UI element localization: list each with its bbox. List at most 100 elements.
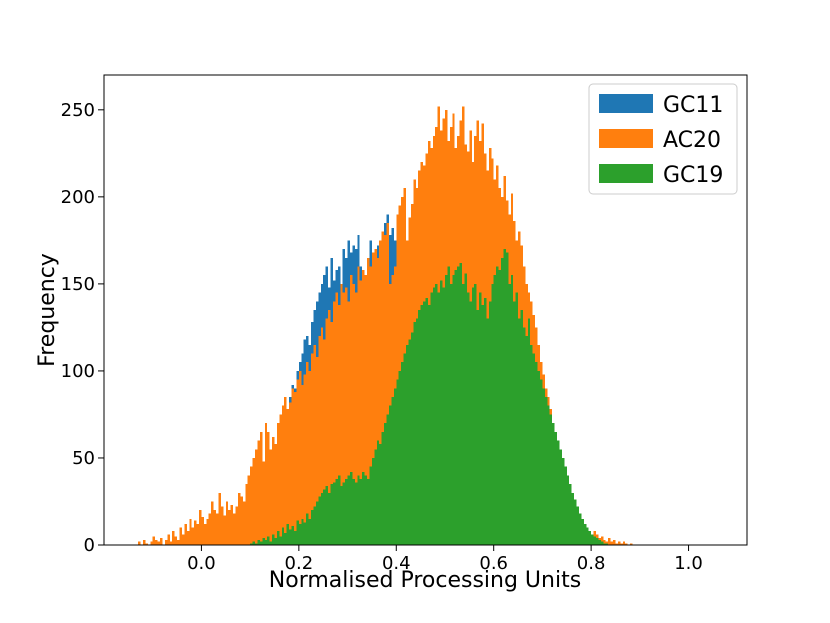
histogram-bar [386,222,389,545]
histogram-bar [284,397,287,545]
histogram-bar [447,266,450,545]
histogram-bar [379,240,382,545]
histogram-bar [354,292,358,545]
histogram-bar [347,301,350,545]
histogram-bar [245,484,248,545]
histogram-bar [379,444,382,545]
histogram-bar [291,388,294,545]
histogram-bar [240,496,243,545]
histogram-bar [474,283,477,545]
histogram-bar [503,249,506,545]
histogram-bar [293,391,297,545]
histogram-bar [384,235,387,545]
histogram-bar [610,541,614,545]
histogram-bar [479,292,482,545]
histogram-bar [340,485,343,545]
histogram-bar [274,444,277,545]
histogram-bar [252,457,256,545]
x-tick-label: 0.4 [382,553,411,574]
histogram-bar [296,379,299,545]
y-tick-label: 150 [61,274,95,295]
histogram-bar [213,510,217,545]
histogram-bar [225,501,229,545]
histogram-bar [381,231,385,546]
histogram-bar [630,543,633,545]
histogram-bar [291,525,294,545]
histogram-bar [423,301,426,545]
histogram-bar [274,538,277,545]
series-gc19 [250,249,609,545]
histogram-bar [335,478,338,545]
histogram-bar [220,506,224,545]
histogram-bar [393,388,397,545]
histogram-bar [250,466,253,545]
histogram-bar [257,440,260,545]
histogram-bar [284,532,287,545]
histogram-bar [289,529,292,545]
histogram-bar [542,388,545,545]
histogram-bar [554,431,558,545]
histogram-bar [242,501,246,545]
histogram-bar [359,280,363,545]
histogram-bar [181,534,185,545]
histogram-bar [539,379,543,545]
histogram-bar [318,336,321,545]
histogram-bar [466,292,470,545]
histogram-bar [323,339,326,545]
histogram-bar [196,524,199,545]
histogram-bar [520,310,523,545]
histogram-bar [313,506,316,545]
histogram-bar [427,304,431,545]
histogram-bar [267,431,270,545]
histogram-bar [588,531,592,545]
histogram-bar [167,534,170,545]
histogram-bar [276,423,280,545]
histogram-bar [262,538,265,545]
histogram-bar [359,478,363,545]
histogram-bar [571,492,575,545]
histogram-bar [298,370,302,545]
histogram-bar [169,541,173,545]
legend-swatch-gc19 [599,164,653,183]
histogram-bar [522,327,526,545]
histogram-bar [518,318,521,545]
histogram-bar [600,541,604,545]
histogram-bar [547,405,550,545]
histogram-bar [491,283,494,545]
histogram-bar [486,318,489,545]
histogram-bar [437,292,441,545]
histogram-bar [371,252,375,545]
histogram-bar [269,449,273,545]
histogram-bar [337,304,341,545]
y-axis-title: Frequency [35,253,60,367]
histogram-bar [605,543,609,545]
histogram-bar [230,504,234,545]
histogram-bar [418,310,421,545]
histogram-bar [469,301,472,545]
histogram-bar [581,518,584,545]
histogram-bar [191,527,195,545]
histogram-bar [174,536,178,545]
histogram-bar [160,538,163,545]
histogram-bar [401,362,404,545]
histogram-bar [430,292,433,545]
histogram-bar [564,466,567,545]
histogram-bar [498,269,502,545]
histogram-bar [367,257,370,545]
x-tick-label: 1.0 [674,553,703,574]
histogram-bar [308,518,312,545]
histogram-bar [332,482,336,545]
histogram-bar [488,301,492,545]
x-axis-ticks: 0.0 0.2 0.4 0.6 0.8 1.0 [187,545,703,574]
histogram-bar [347,475,350,545]
histogram-bar [177,539,180,545]
histogram-bar [247,475,251,545]
legend-swatch-gc11 [599,94,653,113]
histogram-bar [252,541,256,545]
histogram-bar [237,492,241,545]
histogram-bar [142,539,146,545]
histogram-bar [335,292,338,545]
histogram-bar [330,322,333,545]
histogram-bar [276,531,280,545]
histogram-bar [535,362,538,545]
